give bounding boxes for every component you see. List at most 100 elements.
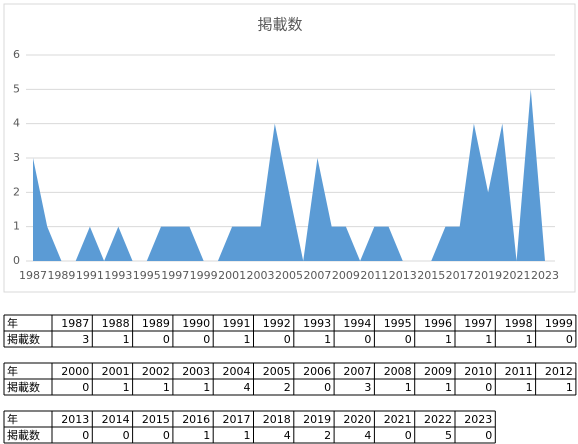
x-tick-label: 2019 — [474, 269, 502, 282]
table-year: 2013 — [61, 413, 89, 426]
table-count: 0 — [82, 381, 89, 394]
table-count: 1 — [123, 333, 130, 346]
x-tick-label: 1999 — [190, 269, 218, 282]
table-count: 4 — [244, 381, 251, 394]
x-tick-label: 2003 — [247, 269, 275, 282]
table-count: 4 — [284, 429, 291, 442]
table-year: 1992 — [263, 317, 291, 330]
area — [33, 89, 545, 261]
table-count: 0 — [163, 333, 170, 346]
y-tick-label: 4 — [13, 117, 20, 130]
x-tick-label: 2017 — [446, 269, 474, 282]
table-row-label: 掲載数 — [7, 428, 40, 442]
table-count: 2 — [284, 381, 291, 394]
table-count: 0 — [82, 429, 89, 442]
table-count: 0 — [324, 381, 331, 394]
table-count: 4 — [364, 429, 371, 442]
table-year: 2003 — [182, 365, 210, 378]
x-tick-label: 2013 — [389, 269, 417, 282]
table-count: 1 — [244, 429, 251, 442]
table-year: 2017 — [223, 413, 251, 426]
x-tick-label: 2005 — [275, 269, 303, 282]
table-count: 0 — [364, 333, 371, 346]
table-year: 2014 — [102, 413, 130, 426]
x-tick-label: 1993 — [104, 269, 132, 282]
table-year: 2022 — [424, 413, 452, 426]
x-tick-label: 1997 — [161, 269, 189, 282]
table-year: 1988 — [102, 317, 130, 330]
table-year: 2023 — [464, 413, 492, 426]
table-year: 2008 — [384, 365, 412, 378]
table-year: 2016 — [182, 413, 210, 426]
table-count: 3 — [82, 333, 89, 346]
table-header: 年 — [7, 412, 18, 426]
x-tick-label: 2011 — [360, 269, 388, 282]
table-year: 1991 — [223, 317, 251, 330]
table-count: 0 — [163, 429, 170, 442]
table-count: 1 — [405, 381, 412, 394]
table-count: 1 — [123, 381, 130, 394]
table-year: 2001 — [102, 365, 130, 378]
table-count: 1 — [324, 333, 331, 346]
x-tick-label: 2023 — [531, 269, 559, 282]
y-tick-label: 3 — [13, 151, 20, 164]
table-count: 0 — [485, 381, 492, 394]
table-count: 0 — [485, 429, 492, 442]
table-row-label: 掲載数 — [7, 380, 40, 394]
x-tick-label: 2001 — [218, 269, 246, 282]
table-year: 1996 — [424, 317, 452, 330]
table-count: 0 — [566, 333, 573, 346]
chart-title: 掲載数 — [257, 16, 302, 34]
table-year: 2018 — [263, 413, 291, 426]
table-year: 2005 — [263, 365, 291, 378]
x-tick-label: 2009 — [332, 269, 360, 282]
table-count: 1 — [445, 381, 452, 394]
table-year: 1995 — [384, 317, 412, 330]
table-year: 1999 — [545, 317, 573, 330]
table-header: 年 — [7, 364, 18, 378]
table-count: 1 — [163, 381, 170, 394]
table-count: 2 — [324, 429, 331, 442]
table-count: 0 — [405, 429, 412, 442]
table-count: 0 — [203, 333, 210, 346]
x-tick-label: 1989 — [47, 269, 75, 282]
x-tick-label: 1991 — [76, 269, 104, 282]
table-count: 1 — [485, 333, 492, 346]
table-count: 1 — [526, 381, 533, 394]
table-year: 2009 — [424, 365, 452, 378]
table-year: 1989 — [142, 317, 170, 330]
x-tick-label: 2007 — [303, 269, 331, 282]
table-year: 2004 — [223, 365, 251, 378]
table-count: 3 — [364, 381, 371, 394]
table-count: 5 — [445, 429, 452, 442]
table-year: 2021 — [384, 413, 412, 426]
y-tick-label: 0 — [13, 254, 20, 267]
table-year: 1994 — [343, 317, 371, 330]
table-year: 1987 — [61, 317, 89, 330]
table-count: 1 — [526, 333, 533, 346]
x-tick-label: 1987 — [19, 269, 47, 282]
table-year: 2012 — [545, 365, 573, 378]
x-tick-label: 2015 — [417, 269, 445, 282]
table-count: 1 — [445, 333, 452, 346]
table-year: 2007 — [343, 365, 371, 378]
table-year: 2015 — [142, 413, 170, 426]
table-year: 2002 — [142, 365, 170, 378]
table-year: 2000 — [61, 365, 89, 378]
table-year: 2019 — [303, 413, 331, 426]
table-year: 1993 — [303, 317, 331, 330]
x-tick-label: 1995 — [133, 269, 161, 282]
table-count: 0 — [405, 333, 412, 346]
table-count: 1 — [566, 381, 573, 394]
table-year: 1998 — [505, 317, 533, 330]
table-count: 0 — [123, 429, 130, 442]
y-tick-label: 5 — [13, 82, 20, 95]
table-count: 1 — [203, 429, 210, 442]
table-year: 2006 — [303, 365, 331, 378]
table-year: 2010 — [464, 365, 492, 378]
table-year: 2020 — [343, 413, 371, 426]
y-tick-label: 1 — [13, 220, 20, 233]
table-header: 年 — [7, 316, 18, 330]
y-tick-label: 6 — [13, 48, 20, 61]
